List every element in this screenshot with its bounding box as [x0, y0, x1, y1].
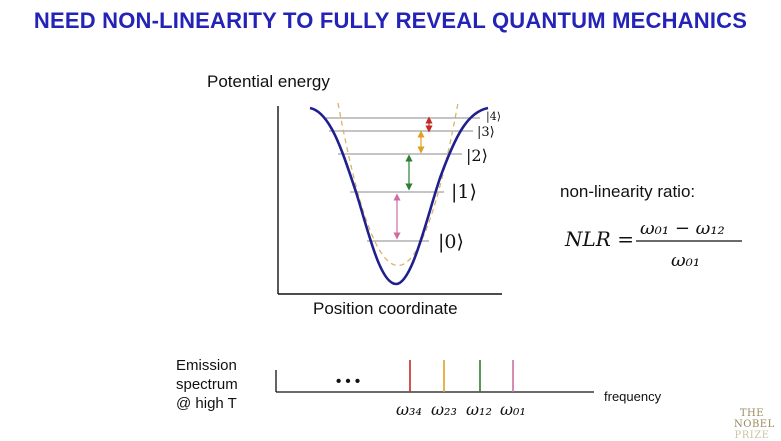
spectrum-label-line-1: Emission	[176, 357, 237, 374]
potential-y-axis-label: Potential energy	[207, 72, 330, 91]
spectrum-label-w12: ω₁₂	[466, 400, 492, 419]
spectrum-label-w01: ω₀₁	[500, 400, 526, 419]
spectrum-label-line-2: spectrum	[176, 376, 238, 393]
nlr-numerator: ω₀₁ − ω₁₂	[640, 218, 725, 239]
frequency-axis-label: frequency	[604, 389, 662, 404]
nlr-caption: non-linearity ratio:	[560, 182, 695, 201]
nlr-denominator: ω₀₁	[671, 250, 700, 271]
ket-label-0: |0⟩	[438, 231, 464, 253]
ket-label-2: |2⟩	[466, 146, 488, 165]
potential-well-curve	[309, 106, 489, 286]
logo-line-3: PRIZE	[734, 430, 770, 441]
spectrum-label-w34: ω₃₄	[396, 400, 422, 419]
ket-label-4: |4⟩	[486, 110, 501, 124]
slide-title: NEED NON-LINEARITY TO FULLY REVEAL QUANT…	[33, 8, 748, 33]
spectrum-label-w23: ω₂₃	[431, 400, 457, 419]
spectrum-ellipsis: • • •	[336, 373, 360, 390]
potential-x-axis-label: Position coordinate	[313, 299, 458, 318]
nobel-prize-logo: THE NOBEL PRIZE	[734, 408, 775, 441]
nlr-lhs: NLR =	[564, 227, 634, 251]
logo-line-2: NOBEL	[734, 419, 775, 430]
logo-line-1: THE	[739, 408, 765, 419]
spectrum-label-line-3: @ high T	[176, 395, 237, 412]
ket-label-3: |3⟩	[477, 125, 495, 140]
ket-label-1: |1⟩	[451, 181, 477, 203]
